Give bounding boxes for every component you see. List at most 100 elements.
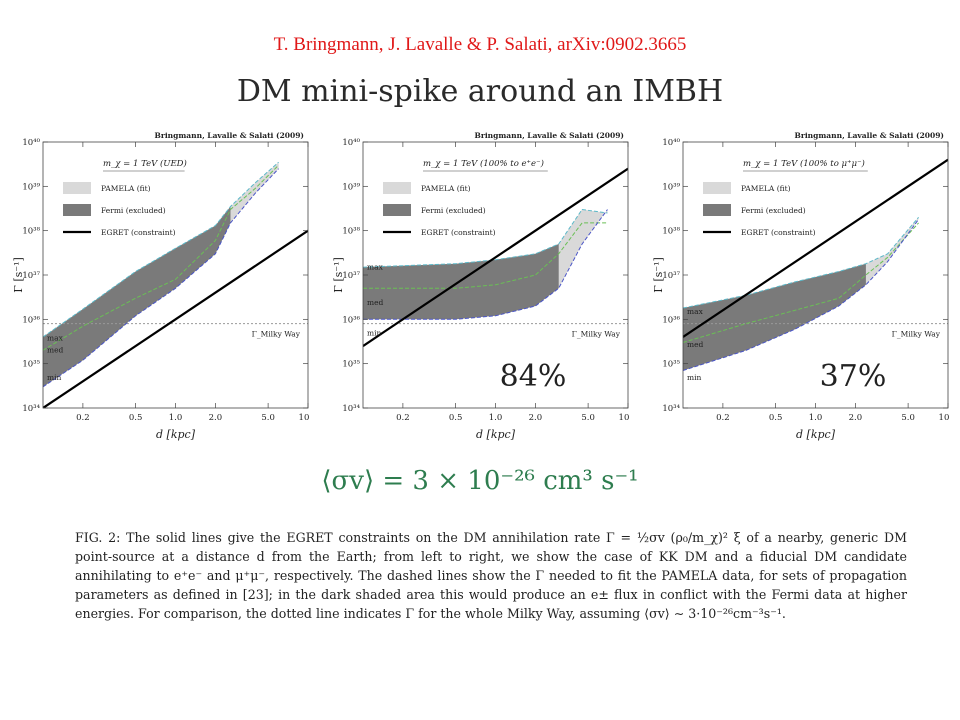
x-tick-label: 1.0	[169, 413, 183, 423]
chart-subtitle: m_χ = 1 TeV (UED)	[103, 158, 187, 169]
x-tick-label: 0.2	[396, 413, 410, 423]
y-tick-label: 10³⁵	[662, 360, 680, 370]
y-tick-label: 10³⁸	[662, 227, 680, 237]
y-tick-label: 10³⁹	[662, 182, 680, 192]
med-series-line	[683, 222, 919, 343]
legend-fermi-label: Fermi (excluded)	[421, 206, 486, 215]
y-tick-label: 10⁴⁰	[22, 138, 40, 148]
legend-pamela-swatch	[703, 182, 731, 194]
x-tick-label: 0.5	[769, 413, 783, 423]
chart-panel-ee: 10³⁴ 10³⁵ 10³⁶ 10³⁷ 10³⁸ 10³⁹ 10⁴⁰ 0.2 0.5 1.0 2.0…	[330, 128, 630, 446]
fermi-excluded-band	[683, 263, 866, 371]
legend-pamela-label: PAMELA (fit)	[101, 184, 151, 193]
chart-svg: 10³⁴ 10³⁵ 10³⁶ 10³⁷ 10³⁸ 10³⁹ 10⁴⁰ 0.2 0.5 1.0 2.0…	[332, 131, 630, 441]
egret-line	[363, 167, 628, 347]
max-series-line	[683, 216, 919, 309]
x-tick-label: 1.0	[809, 413, 823, 423]
x-tick-label: 0.5	[449, 413, 463, 423]
y-tick-label: 10³⁷	[22, 271, 40, 281]
med-label: med	[47, 346, 64, 355]
plot-layer	[363, 167, 628, 347]
y-tick-label: 10³⁴	[342, 404, 360, 414]
legend-pamela-swatch	[383, 182, 411, 194]
chart-svg: 10³⁴ 10³⁵ 10³⁶ 10³⁷ 10³⁸ 10³⁹ 10⁴⁰ 0.2 0.5 1.0 2.0…	[12, 131, 310, 441]
figure-caption: FIG. 2: The solid lines give the EGRET c…	[75, 530, 907, 621]
chart-panel-ued: 10³⁴ 10³⁵ 10³⁶ 10³⁷ 10³⁸ 10³⁹ 10⁴⁰ 0.2 0.5 1.0 2.0…	[10, 128, 310, 446]
x-tick-label: 10.0	[299, 413, 310, 423]
min-label: min	[47, 373, 62, 382]
y-tick-label: 10³⁶	[342, 315, 360, 325]
y-tick-label: 10³⁸	[22, 227, 40, 237]
y-axis-label: Γ [s⁻¹]	[652, 257, 665, 293]
y-tick-label: 10³⁷	[342, 271, 360, 281]
legend-fermi-swatch	[383, 204, 411, 216]
x-tick-label: 5.0	[901, 413, 915, 423]
med-label: med	[687, 340, 704, 349]
x-tick-label: 2.0	[529, 413, 543, 423]
min-series-line	[683, 219, 920, 371]
min-label: min	[687, 373, 702, 382]
plot-layer	[683, 158, 948, 371]
x-tick-label: 0.2	[76, 413, 90, 423]
egret-line	[43, 229, 308, 408]
x-tick-label: 1.0	[489, 413, 503, 423]
plot-frame	[682, 141, 949, 409]
y-tick-label: 10³⁵	[22, 360, 40, 370]
x-tick-label: 0.5	[129, 413, 143, 423]
min-series-line	[363, 209, 608, 320]
y-tick-label: 10⁴⁰	[342, 138, 360, 148]
y-tick-label: 10³⁶	[22, 315, 40, 325]
cross-section-formula: ⟨σv⟩ = 3 × 10⁻²⁶ cm³ s⁻¹	[321, 466, 639, 496]
max-series-line	[363, 208, 608, 268]
milky-way-label: Γ_Milky Way	[892, 330, 941, 339]
min-series-line	[43, 168, 279, 388]
milky-way-label: Γ_Milky Way	[572, 330, 621, 339]
milky-way-label: Γ_Milky Way	[252, 330, 301, 339]
x-tick-label: 5.0	[581, 413, 595, 423]
chart-svg: 10³⁴ 10³⁵ 10³⁶ 10³⁷ 10³⁸ 10³⁹ 10⁴⁰ 0.2 0.5 1.0 2.0…	[652, 131, 950, 441]
x-tick-label: 5.0	[261, 413, 275, 423]
med-series-line	[363, 222, 608, 289]
legend-pamela-label: PAMELA (fit)	[421, 184, 471, 193]
y-tick-label: 10⁴⁰	[662, 138, 680, 148]
x-tick-label: 10.0	[939, 413, 950, 423]
legend-fermi-label: Fermi (excluded)	[741, 206, 806, 215]
y-tick-label: 10³⁴	[22, 404, 40, 414]
legend-fermi-label: Fermi (excluded)	[101, 206, 166, 215]
legend-fermi-swatch	[703, 204, 731, 216]
percent-label: 84%	[500, 359, 567, 394]
fermi-excluded-band	[43, 206, 231, 387]
plot-layer	[43, 161, 308, 408]
y-tick-label: 10³⁹	[22, 182, 40, 192]
citation: T. Bringmann, J. Lavalle & P. Salati, ar…	[273, 34, 687, 55]
y-tick-label: 10³⁹	[342, 182, 360, 192]
y-tick-label: 10³⁵	[342, 360, 360, 370]
legend-fermi-swatch	[63, 204, 91, 216]
chart-credit: Bringmann, Lavalle & Salati (2009)	[155, 131, 304, 140]
med-series-line	[43, 164, 279, 351]
legend-pamela-swatch	[63, 182, 91, 194]
x-axis-label: d [kpc]	[156, 428, 196, 441]
legend-egret-label: EGRET (constraint)	[741, 228, 816, 237]
max-label: max	[687, 307, 704, 316]
percent-label: 37%	[820, 359, 887, 394]
egret-line	[683, 158, 948, 338]
x-tick-label: 0.2	[716, 413, 730, 423]
chart-panel-mumu: 10³⁴ 10³⁵ 10³⁶ 10³⁷ 10³⁸ 10³⁹ 10⁴⁰ 0.2 0.5 1.0 2.0…	[650, 128, 950, 446]
med-label: med	[367, 298, 384, 307]
page-title: DM mini-spike around an IMBH	[236, 74, 724, 109]
x-tick-label: 2.0	[849, 413, 863, 423]
legend-egret-label: EGRET (constraint)	[421, 228, 496, 237]
legend-pamela-label: PAMELA (fit)	[741, 184, 791, 193]
min-label: min	[367, 329, 382, 338]
chart-subtitle: m_χ = 1 TeV (100% to μ⁺μ⁻)	[743, 158, 865, 169]
y-axis-label: Γ [s⁻¹]	[332, 257, 345, 293]
chart-credit: Bringmann, Lavalle & Salati (2009)	[795, 131, 944, 140]
legend-egret-label: EGRET (constraint)	[101, 228, 176, 237]
y-tick-label: 10³⁷	[662, 271, 680, 281]
x-axis-label: d [kpc]	[476, 428, 516, 441]
x-tick-label: 10.0	[619, 413, 630, 423]
x-tick-label: 2.0	[209, 413, 223, 423]
y-axis-label: Γ [s⁻¹]	[12, 257, 25, 293]
y-tick-label: 10³⁴	[662, 404, 680, 414]
